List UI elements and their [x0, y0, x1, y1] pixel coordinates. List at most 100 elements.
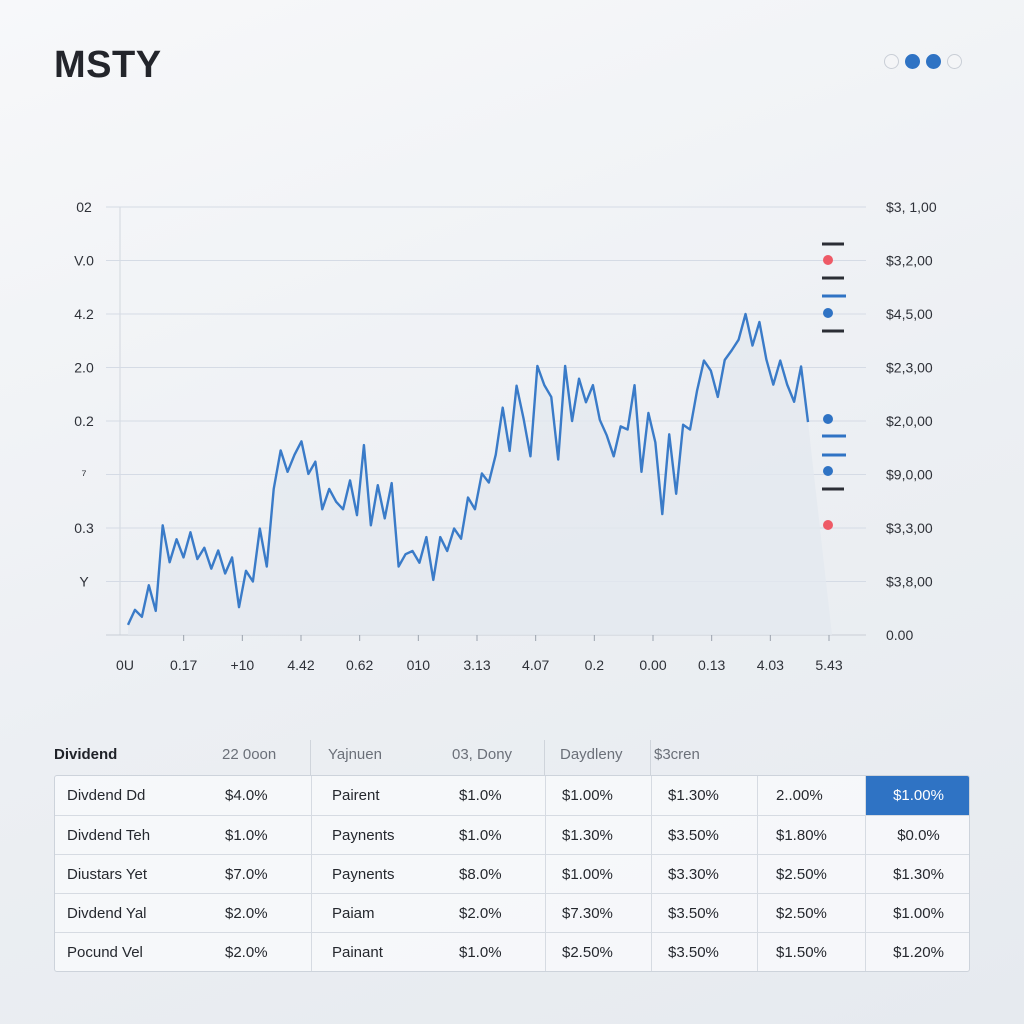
- table-cell: $1.00%: [865, 894, 969, 933]
- table-header-label-5: Daydleny: [560, 746, 623, 763]
- y-tick-label-right: $3,3,00: [886, 520, 933, 536]
- table-cell: Pairent: [311, 776, 459, 815]
- price-area: [128, 314, 832, 635]
- table-cell: $0.0%: [865, 816, 969, 855]
- y-tick-label-left: 0.3: [74, 520, 94, 536]
- table-header: Dividend 22 0oon Yajnuen 03, Dony Daydle…: [54, 740, 970, 776]
- x-tick-label: 0U: [116, 657, 134, 673]
- table-header-label-2: 22 0oon: [222, 746, 277, 763]
- table-header-label-1: Dividend: [54, 746, 118, 763]
- table-cell: Paiam: [311, 894, 459, 933]
- table-cell: $1.50%: [757, 933, 865, 971]
- table-row[interactable]: Divdend Yal $2.0% Paiam $2.0% $7.30% $3.50% $2…: [55, 893, 969, 933]
- x-tick-label: 0.00: [639, 657, 666, 673]
- table-cell: $2.0%: [225, 905, 268, 922]
- page-dot-1[interactable]: [884, 54, 899, 69]
- table-cell: Diustars Yet: [67, 866, 148, 883]
- table-row[interactable]: Divdend Dd $4.0% Pairent $1.0% $1.00% $1.30% 2…: [55, 776, 969, 815]
- table-cell: $2.0%: [459, 905, 502, 922]
- y-tick-label-right: $3,8,00: [886, 574, 933, 590]
- table-cell: $1.0%: [225, 827, 268, 844]
- legend-marker-blue: [823, 414, 833, 424]
- y-tick-label-left: ⁷: [81, 467, 86, 483]
- table-cell: $7.30%: [545, 894, 651, 933]
- x-tick-label: 4.07: [522, 657, 549, 673]
- y-tick-label-right: $2,0,00: [886, 413, 933, 429]
- table-cell: $4.0%: [225, 787, 268, 804]
- table-cell: $1.00%: [545, 855, 651, 894]
- page-dot-3[interactable]: [926, 54, 941, 69]
- table-cell: $3.30%: [651, 855, 757, 894]
- y-tick-label-left: 02: [76, 199, 92, 215]
- table-cell: $1.20%: [865, 933, 969, 971]
- legend-marker-red: [823, 255, 833, 265]
- x-tick-label: 3.13: [463, 657, 490, 673]
- table-row[interactable]: Pocund Vel $2.0% Painant $1.0% $2.50% $3.50% $…: [55, 932, 969, 971]
- y-tick-label-left: Y: [79, 574, 89, 590]
- legend-marker-blue: [823, 308, 833, 318]
- x-tick-label: 0.17: [170, 657, 197, 673]
- table-cell: Paynents: [311, 816, 459, 855]
- table-row[interactable]: Diustars Yet $7.0% Paynents $8.0% $1.00% $3.3…: [55, 854, 969, 894]
- table-header-label-4: 03, Dony: [452, 746, 513, 763]
- table-cell: $1.30%: [545, 816, 651, 855]
- table-cell: $1.80%: [757, 816, 865, 855]
- table-cell: $2.50%: [545, 933, 651, 971]
- table-cell: $3.50%: [651, 933, 757, 971]
- y-tick-label-right: $2,3,00: [886, 360, 933, 376]
- y-tick-label-right: $3,2,00: [886, 253, 933, 269]
- table-cell: $1.30%: [651, 776, 757, 815]
- y-tick-label-left: 2.0: [74, 360, 94, 376]
- table-header-label-3: Yajnuen: [328, 746, 382, 763]
- x-tick-label: 0.13: [698, 657, 725, 673]
- price-chart: 02 V.0 4.2 2.0 0.2 ⁷ 0.3 Y $3, 1,00 $3,2,00 $4,5,…: [74, 199, 937, 673]
- price-line: [126, 312, 810, 626]
- table-cell: $1.00%: [865, 776, 969, 815]
- x-tick-label: 0.2: [585, 657, 605, 673]
- y-tick-label-right: 0.00: [886, 627, 913, 643]
- legend-marker-red: [823, 520, 833, 530]
- x-tick-label: +10: [230, 657, 254, 673]
- y-tick-label-right: $4,5,00: [886, 306, 933, 322]
- table-header-label-6: $3cren: [654, 746, 700, 763]
- page-title: MSTY: [54, 44, 162, 86]
- table-cell: $1.0%: [459, 944, 502, 961]
- x-tick-label: 010: [407, 657, 431, 673]
- table-cell: 2..00%: [757, 776, 865, 815]
- table-cell: Divdend Yal: [67, 905, 147, 922]
- header-divider: [544, 740, 545, 776]
- table-cell: $1.0%: [459, 787, 502, 804]
- y-tick-label-right: $3, 1,00: [886, 199, 937, 215]
- table-cell: Divdend Dd: [67, 787, 146, 804]
- table-cell: $3.50%: [651, 894, 757, 933]
- table-cell: $1.30%: [865, 855, 969, 894]
- table-cell: Pocund Vel: [67, 944, 143, 961]
- x-tick-label: 4.03: [757, 657, 784, 673]
- table-cell: $1.00%: [545, 776, 651, 815]
- table-cell: $2.0%: [225, 944, 268, 961]
- table-cell: $2.50%: [757, 855, 865, 894]
- dividend-table: Divdend Dd $4.0% Pairent $1.0% $1.00% $1.30% 2…: [54, 775, 970, 972]
- header-divider: [650, 740, 651, 776]
- table-cell: $3.50%: [651, 816, 757, 855]
- header-divider: [310, 740, 311, 776]
- y-tick-label-left: 4.2: [74, 306, 94, 322]
- table-cell: $2.50%: [757, 894, 865, 933]
- table-cell: Painant: [311, 933, 459, 971]
- x-tick-label: 0.62: [346, 657, 373, 673]
- page-indicator[interactable]: [884, 54, 962, 69]
- page-dot-2[interactable]: [905, 54, 920, 69]
- y-tick-label-left: V.0: [74, 253, 94, 269]
- table-cell: $7.0%: [225, 866, 268, 883]
- table-cell: Paynents: [311, 855, 459, 894]
- table-cell: Divdend Teh: [67, 827, 151, 844]
- table-cell: $1.0%: [459, 827, 502, 844]
- x-tick-label: 4.42: [287, 657, 314, 673]
- table-cell: $8.0%: [459, 866, 502, 883]
- y-tick-label-left: 0.2: [74, 413, 94, 429]
- page-dot-4[interactable]: [947, 54, 962, 69]
- y-tick-label-right: $9,0,00: [886, 467, 933, 483]
- legend-marker-blue: [823, 466, 833, 476]
- x-tick-label: 5.43: [815, 657, 842, 673]
- table-row[interactable]: Divdend Teh $1.0% Paynents $1.0% $1.30% $3.50…: [55, 815, 969, 855]
